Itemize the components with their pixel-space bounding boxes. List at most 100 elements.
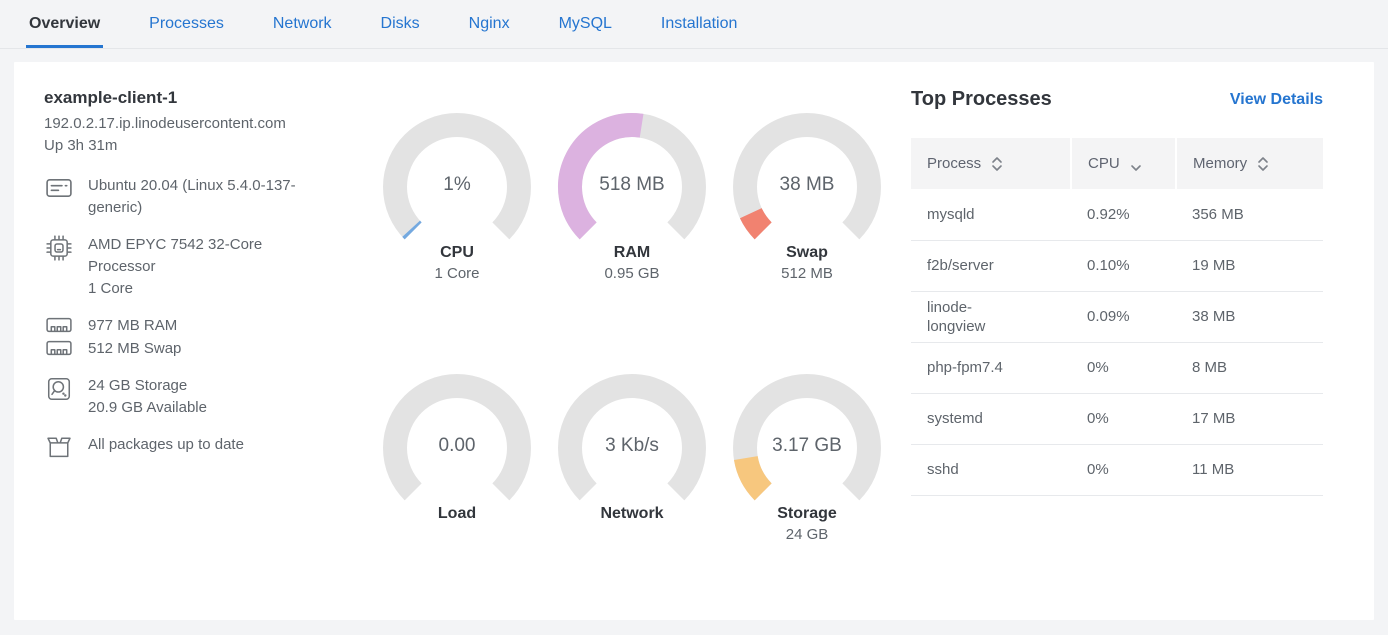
top-processes-section: Top Processes View Details Process <box>911 88 1323 496</box>
os-label: Ubuntu 20.04 (Linux 5.4.0-137-generic) <box>88 177 296 216</box>
process-cpu-cell: 0.10% <box>1071 240 1176 292</box>
ram-gauge-arc <box>558 113 706 240</box>
top-processes-title: Top Processes <box>911 88 1052 110</box>
process-name-cell: sshd <box>911 444 1071 496</box>
process-cpu-cell: 0.92% <box>1071 189 1176 241</box>
storage-total: 24 GB Storage <box>88 377 188 394</box>
ram-icon <box>44 315 74 335</box>
load-gauge-label: Load <box>437 505 477 522</box>
process-memory-cell: 17 MB <box>1176 393 1323 445</box>
system-specs: Ubuntu 20.04 (Linux 5.4.0-137-generic) <box>44 175 364 460</box>
cpu-icon <box>44 234 74 262</box>
spec-swap-row: 512 MB Swap <box>44 338 364 360</box>
top-processes-table: Process CPU <box>911 138 1323 496</box>
swap-gauge-value: 38 MB <box>779 174 835 196</box>
swap-gauge: 38 MB Swap 512 MB <box>732 112 882 285</box>
swap-label: 512 MB Swap <box>88 340 182 357</box>
column-header-memory[interactable]: Memory <box>1176 138 1323 189</box>
tab-nginx[interactable]: Nginx <box>468 15 510 32</box>
tab-overview[interactable]: Overview <box>26 0 103 48</box>
column-header-cpu[interactable]: CPU <box>1071 138 1177 189</box>
process-name-cell: systemd <box>911 393 1071 445</box>
host-domain: 192.0.2.17.ip.linodeusercontent.com <box>44 115 286 132</box>
packages-status: All packages up to date <box>88 436 244 453</box>
process-cpu-cell: 0% <box>1071 342 1176 394</box>
table-row: linode-longview 0.09% 38 MB <box>911 291 1323 343</box>
ram-gauge-value: 518 MB <box>599 174 665 196</box>
tab-processes[interactable]: Processes <box>149 15 224 32</box>
network-gauge-sublabel <box>557 526 707 546</box>
table-row: mysqld 0.92% 356 MB <box>911 189 1323 241</box>
network-gauge: 3 Kb/s Network <box>557 373 707 546</box>
storage-label: 24 GB Storage 20.9 GB Available <box>88 375 207 419</box>
spec-memory-group: 977 MB RAM 512 MB Swap <box>44 315 364 360</box>
storage-gauge-label: Storage <box>777 505 837 522</box>
network-gauge-arc <box>558 374 706 501</box>
sort-both-icon <box>990 155 1004 173</box>
swap-gauge-arc <box>733 113 881 240</box>
swap-icon <box>44 338 74 358</box>
cpu-gauge-label: CPU <box>440 244 474 261</box>
storage-gauge: 3.17 GB Storage 24 GB <box>732 373 882 546</box>
host-info-section: example-client-1 192.0.2.17.ip.linodeuse… <box>44 88 364 460</box>
load-gauge-value: 0.00 <box>438 435 476 457</box>
load-gauge: 0.00 Load <box>382 373 532 546</box>
cpu-model: AMD EPYC 7542 32-Core Processor <box>88 236 263 275</box>
host-uptime: Up 3h 31m <box>44 137 118 154</box>
process-cpu-cell: 0.09% <box>1071 291 1176 343</box>
process-memory-cell: 8 MB <box>1176 342 1323 394</box>
column-header-memory-label: Memory <box>1193 155 1248 172</box>
storage-available: 20.9 GB Available <box>88 399 207 416</box>
table-row: f2b/server 0.10% 19 MB <box>911 240 1323 292</box>
cpu-gauge-value: 1% <box>443 174 471 196</box>
load-gauge-arc <box>383 374 531 501</box>
ram-gauge-label: RAM <box>613 244 651 261</box>
os-icon <box>44 175 74 201</box>
ram-gauge-sublabel: 0.95 GB <box>604 265 660 282</box>
column-header-cpu-label: CPU <box>1088 155 1120 172</box>
table-row: php-fpm7.4 0% 8 MB <box>911 342 1323 394</box>
overview-panel: example-client-1 192.0.2.17.ip.linodeuse… <box>14 62 1374 620</box>
table-row: systemd 0% 17 MB <box>911 393 1323 445</box>
process-cpu-cell: 0% <box>1071 393 1176 445</box>
column-header-process[interactable]: Process <box>911 138 1072 189</box>
spec-os-row: Ubuntu 20.04 (Linux 5.4.0-137-generic) <box>44 175 364 219</box>
cpu-model-label: AMD EPYC 7542 32-Core Processor 1 Core <box>88 234 320 300</box>
process-memory-cell: 11 MB <box>1176 444 1323 496</box>
gauges-grid: 1% CPU 1 Core 518 MB RAM 0.95 GB <box>382 112 882 546</box>
spec-ram-row: 977 MB RAM <box>44 315 364 337</box>
swap-gauge-label: Swap <box>786 244 828 261</box>
load-gauge-sublabel <box>382 526 532 546</box>
swap-gauge-sublabel: 512 MB <box>781 265 833 282</box>
cpu-gauge-sublabel: 1 Core <box>434 265 480 282</box>
host-name: example-client-1 <box>44 88 178 107</box>
process-name-cell: linode-longview <box>911 291 1071 343</box>
spec-packages-row: All packages up to date <box>44 434 364 460</box>
tab-network[interactable]: Network <box>272 15 332 32</box>
ram-gauge: 518 MB RAM 0.95 GB <box>557 112 707 285</box>
column-header-process-label: Process <box>927 155 982 172</box>
storage-gauge-arc <box>733 374 881 501</box>
process-memory-cell: 356 MB <box>1176 189 1323 241</box>
tab-mysql[interactable]: MySQL <box>558 15 612 32</box>
tab-bar: Overview Processes Network Disks Nginx M… <box>0 0 1388 49</box>
process-name-cell: f2b/server <box>911 240 1071 292</box>
storage-gauge-value: 3.17 GB <box>772 435 842 457</box>
process-memory-cell: 38 MB <box>1176 291 1323 343</box>
tab-installation[interactable]: Installation <box>660 15 738 32</box>
cpu-gauge-arc <box>383 113 531 240</box>
storage-gauge-sublabel: 24 GB <box>785 526 829 543</box>
process-cpu-cell: 0% <box>1071 444 1176 496</box>
cpu-cores: 1 Core <box>88 280 134 297</box>
sort-both-icon <box>1256 155 1270 173</box>
tab-disks[interactable]: Disks <box>380 15 420 32</box>
table-header-row: Process CPU <box>911 138 1323 189</box>
view-details-link[interactable]: View Details <box>1229 90 1323 108</box>
ram-label: 977 MB RAM <box>88 317 178 334</box>
network-gauge-label: Network <box>600 505 664 522</box>
process-name-cell: mysqld <box>911 189 1071 241</box>
process-name-cell: php-fpm7.4 <box>911 342 1071 394</box>
sort-desc-icon <box>1129 155 1143 173</box>
disk-icon <box>44 375 74 403</box>
table-row: sshd 0% 11 MB <box>911 444 1323 496</box>
